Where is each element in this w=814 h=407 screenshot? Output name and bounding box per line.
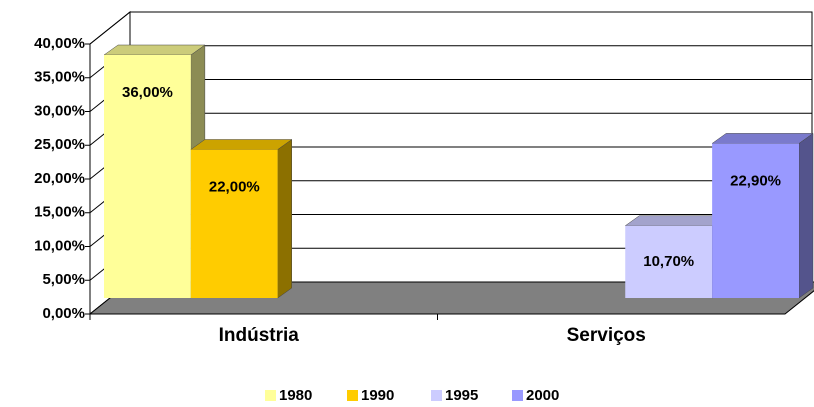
bar-top <box>624 215 727 227</box>
grid-line <box>89 11 812 45</box>
y-tick-label: 35,00% <box>34 69 85 86</box>
y-tick-label: 20,00% <box>34 170 85 187</box>
legend-swatch <box>431 390 442 401</box>
legend-swatch <box>265 390 276 401</box>
bar-top <box>711 133 814 144</box>
y-tick-label: 0,00% <box>42 305 85 322</box>
legend-swatch <box>512 390 523 401</box>
legend-label: 1995 <box>445 387 478 404</box>
x-tick-label: Serviços <box>567 325 646 346</box>
legend-label: 1990 <box>361 387 394 404</box>
y-tick-label: 25,00% <box>34 136 85 153</box>
x-tick-label: Indústria <box>219 325 300 346</box>
legend-label: 1980 <box>279 387 312 404</box>
y-tick-label: 15,00% <box>34 204 85 221</box>
bar <box>712 143 799 298</box>
y-tick-label: 10,00% <box>34 237 85 254</box>
bar-top <box>103 44 206 56</box>
legend-swatch <box>347 390 358 401</box>
legend-label: 2000 <box>526 387 559 404</box>
data-label: 36,00% <box>122 84 173 101</box>
bar <box>190 149 278 298</box>
y-tick-label: 5,00% <box>42 271 85 288</box>
data-label: 10,70% <box>643 253 694 270</box>
bar <box>104 55 191 298</box>
data-label: 22,00% <box>209 178 260 195</box>
bar-side <box>277 139 292 299</box>
bar <box>625 225 713 298</box>
bar-side <box>798 132 814 299</box>
y-tick-label: 40,00% <box>34 35 85 52</box>
data-label: 22,90% <box>730 172 781 189</box>
y-tick-label: 30,00% <box>34 102 85 119</box>
bar-top <box>190 139 293 150</box>
